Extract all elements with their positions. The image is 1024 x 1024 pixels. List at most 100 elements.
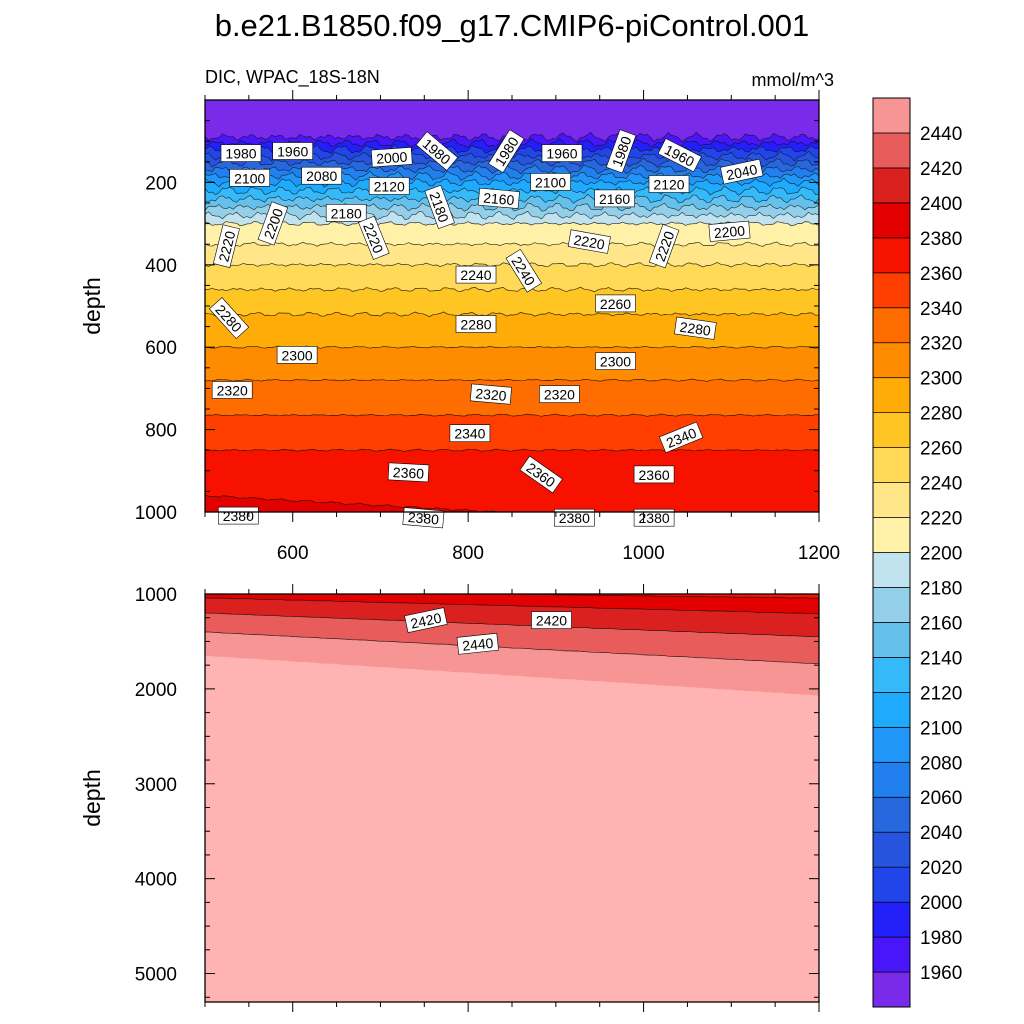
upper-contour-label-box	[220, 144, 262, 162]
upper-contour-label-text: 2160	[599, 191, 630, 207]
colorbar-box	[872, 132, 911, 169]
upper-contour-label-box	[594, 189, 635, 208]
colorbar-box	[872, 97, 911, 134]
upper-contour-label-text: 2040	[725, 161, 759, 183]
upper-contour-label: 2160	[477, 187, 520, 209]
upper-contour-label: 2120	[368, 177, 410, 195]
upper-contour-label-text: 2280	[679, 319, 712, 339]
upper-contour-label-box	[541, 144, 583, 162]
colorbar-label: 2140	[920, 648, 962, 669]
upper-contour-label-box	[415, 131, 459, 171]
upper-contour-label-box	[553, 508, 595, 527]
lower-y-tick-label: 4000	[135, 870, 177, 891]
upper-contour-label-text: 2100	[234, 170, 265, 186]
upper-contour-line-2040	[205, 157, 819, 168]
upper-contour-label-box	[272, 142, 314, 160]
upper-contour-label: 2160	[594, 189, 635, 208]
lower-y-tick-label: 2000	[135, 680, 177, 701]
lower-contour-line-2360	[205, 580, 819, 581]
colorbar-label: 2160	[920, 613, 962, 634]
colorbar-label: 2360	[920, 264, 962, 285]
upper-contour-label-text: 1980	[225, 146, 256, 162]
colorbar-box	[872, 202, 911, 239]
lower-contour-line-2120	[205, 519, 819, 521]
units-label: mmol/m^3	[752, 70, 834, 90]
upper-contour-label-box	[387, 462, 430, 483]
lower-y-tick-label: 1000	[135, 585, 177, 606]
colorbar-box	[872, 447, 911, 483]
upper-contour-label-text: 2100	[535, 174, 566, 190]
upper-contour-label-box	[674, 316, 717, 340]
colorbar-label: 2420	[920, 159, 962, 180]
upper-contour-label: 2180	[325, 204, 367, 222]
lower-contour-line-2180	[205, 525, 819, 527]
upper-contour-label: 2200	[708, 220, 751, 242]
colorbar-box	[872, 761, 911, 798]
upper-contour-label-text: 2080	[306, 168, 337, 184]
lower-fill-band-2460	[205, 655, 819, 1002]
lower-contour-label-box	[404, 607, 448, 633]
colorbar-box	[872, 831, 911, 868]
upper-contour-label-box	[370, 147, 413, 168]
upper-contour-line-2380	[205, 494, 515, 512]
upper-contour-label-box	[567, 229, 611, 254]
upper-contour-label-box	[257, 201, 289, 246]
colorbar-label: 2000	[920, 893, 962, 914]
colorbar-frame	[872, 97, 911, 1008]
colorbar-label: 2400	[920, 194, 962, 215]
upper-contour-label-box	[455, 315, 497, 333]
upper-contour-label: 2320	[469, 383, 512, 405]
colorbar-label: 2220	[920, 509, 962, 530]
lower-panel: 2420 2420 2440 1000 2000 3000 4000 5000 depth	[79, 519, 820, 1012]
colorbar-box	[872, 412, 911, 448]
upper-contour-label-text: 2380	[223, 508, 254, 524]
upper-contour-label: 2220	[567, 229, 611, 254]
colorbar-box	[872, 901, 911, 938]
colorbar-box	[872, 307, 911, 344]
upper-contour-label-box	[211, 381, 253, 399]
upper-contour-label-text: 2240	[460, 267, 491, 283]
colorbar-label: 2380	[920, 229, 962, 250]
lower-contour-line-2340	[205, 571, 819, 572]
upper-contour-label: 1980	[220, 144, 262, 162]
upper-contour-label-box	[488, 129, 525, 174]
lower-contour-label: 2420	[404, 607, 448, 633]
colorbar-box	[872, 517, 911, 553]
lower-contour-line-2240	[205, 537, 819, 538]
colorbar-box	[872, 272, 911, 309]
lower-contour-label: 2420	[531, 611, 572, 629]
colorbar-label: 2320	[920, 334, 962, 355]
upper-contour-line-2160	[205, 202, 819, 213]
upper-y-tick-label: 600	[145, 338, 177, 359]
upper-contour-label-text: 1960	[546, 146, 577, 162]
colorbar-label: 1960	[920, 963, 962, 984]
upper-panel: 1980 1960 2000 1980 1980 1960 1980 196020402100…	[79, 90, 840, 564]
upper-contour-label-text: 2320	[544, 387, 575, 403]
upper-fill-band-2360	[205, 449, 819, 512]
colorbar-box	[872, 482, 911, 518]
upper-x-tick-label: 600	[277, 543, 309, 564]
upper-contour-label: 2280	[455, 315, 497, 333]
upper-contour-label: 2380	[218, 506, 259, 525]
upper-contour-label-text: 2340	[454, 426, 485, 442]
colorbar-box	[872, 691, 911, 728]
upper-contour-label-box	[505, 248, 543, 293]
upper-contour-label-text: 2300	[600, 354, 631, 370]
upper-contour-label: 2080	[301, 166, 343, 185]
colorbar-label: 2020	[920, 858, 962, 879]
colorbar-box	[872, 377, 911, 414]
colorbar-box	[872, 587, 911, 623]
lower-contour-label-text: 2420	[409, 609, 443, 631]
colorbar-label: 2260	[920, 439, 962, 460]
colorbar-label: 2100	[920, 718, 962, 739]
upper-contour-label: 2240	[455, 265, 497, 284]
upper-contour-label-text: 2000	[376, 149, 408, 167]
colorbar-label: 2340	[920, 299, 962, 320]
lower-y-tick-label: 5000	[135, 965, 177, 986]
upper-contour-label: 2320	[211, 381, 253, 399]
upper-contour-label: 2300	[595, 352, 636, 370]
colorbar-box	[872, 726, 911, 763]
upper-contour-label: 1960	[272, 142, 314, 160]
upper-y-tick-label: 400	[145, 256, 177, 277]
upper-y-axis-title: depth	[79, 277, 105, 335]
